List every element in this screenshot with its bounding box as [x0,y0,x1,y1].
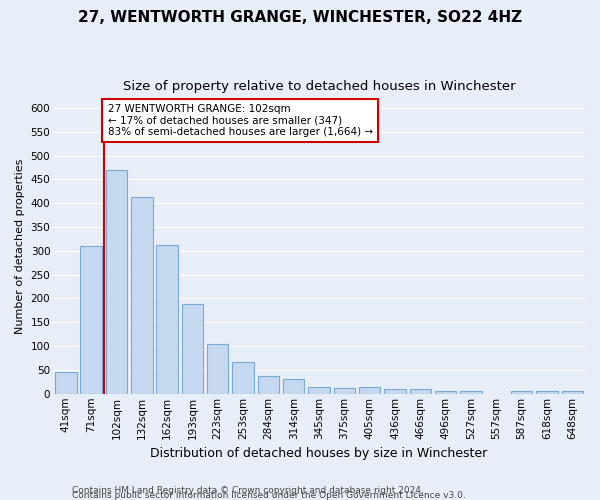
Bar [460,392,482,394]
Bar [131,197,152,394]
Text: Contains HM Land Registry data © Crown copyright and database right 2024.: Contains HM Land Registry data © Crown c… [72,486,424,495]
Text: 27 WENTWORTH GRANGE: 102sqm
← 17% of detached houses are smaller (347)
83% of se: 27 WENTWORTH GRANGE: 102sqm ← 17% of det… [107,104,373,138]
Bar [55,372,77,394]
Bar [435,392,457,394]
Bar [283,380,304,394]
Bar [384,389,406,394]
Bar [359,386,380,394]
Bar [182,304,203,394]
Bar [257,376,279,394]
Text: Contains public sector information licensed under the Open Government Licence v3: Contains public sector information licen… [72,491,466,500]
Text: 27, WENTWORTH GRANGE, WINCHESTER, SO22 4HZ: 27, WENTWORTH GRANGE, WINCHESTER, SO22 4… [78,10,522,25]
Bar [207,344,229,394]
Bar [410,390,431,394]
X-axis label: Distribution of detached houses by size in Winchester: Distribution of detached houses by size … [151,447,488,460]
Bar [232,362,254,394]
Bar [157,245,178,394]
Bar [308,387,330,394]
Bar [334,388,355,394]
Title: Size of property relative to detached houses in Winchester: Size of property relative to detached ho… [123,80,515,93]
Bar [511,392,532,394]
Bar [80,246,102,394]
Bar [536,392,558,394]
Bar [106,170,127,394]
Bar [562,392,583,394]
Y-axis label: Number of detached properties: Number of detached properties [15,158,25,334]
